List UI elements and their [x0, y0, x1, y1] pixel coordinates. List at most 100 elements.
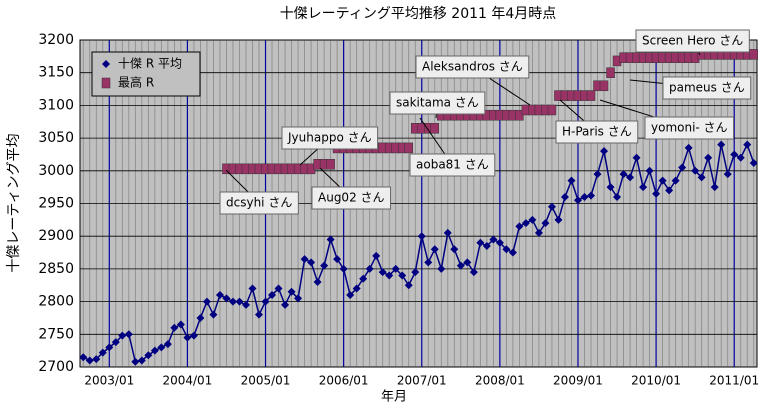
point	[469, 268, 478, 277]
callout-box	[415, 55, 530, 79]
x-tick-label: 2003/01	[84, 374, 134, 388]
point	[137, 356, 146, 365]
point	[398, 271, 407, 280]
point	[281, 300, 290, 309]
point	[365, 264, 374, 273]
callout-label: pameus さん	[669, 81, 745, 95]
series-line	[82, 142, 755, 363]
point	[228, 297, 237, 306]
y-tick-label: 2700	[38, 359, 74, 375]
point	[567, 176, 576, 185]
point	[320, 261, 329, 270]
chart-title: 十傑レーティング平均推移 2011 年4月時点	[280, 6, 557, 22]
point	[85, 356, 94, 365]
legend-label: 最高 R	[118, 75, 154, 90]
point	[736, 153, 745, 162]
x-axis-label: 年月	[381, 390, 407, 405]
point	[456, 261, 465, 270]
point	[476, 238, 485, 247]
point	[417, 232, 426, 241]
x-tick-label: 2006/01	[319, 374, 369, 388]
point	[704, 153, 713, 162]
point	[450, 245, 459, 254]
point	[261, 297, 270, 306]
point	[111, 338, 120, 347]
point	[632, 153, 641, 162]
point	[183, 333, 192, 342]
point	[717, 140, 726, 149]
legend-label: 十傑 R 平均	[118, 57, 182, 71]
point	[619, 170, 628, 179]
point	[600, 147, 609, 156]
point	[176, 320, 185, 329]
y-tick-label: 2750	[38, 326, 74, 342]
y-tick-label: 2800	[38, 294, 74, 310]
point	[560, 192, 569, 201]
point	[463, 258, 472, 267]
point	[102, 60, 110, 68]
x-tick-label: 2011/01	[709, 374, 759, 388]
y-tick-label: 3150	[38, 65, 74, 81]
point	[163, 340, 172, 349]
callout-box	[311, 186, 392, 210]
point	[333, 255, 342, 264]
y-axis-label: 十傑レーティング平均	[6, 133, 22, 272]
point	[287, 287, 296, 296]
callout-box	[635, 29, 750, 53]
point	[430, 123, 440, 134]
point	[131, 357, 140, 366]
point	[665, 186, 674, 195]
point	[593, 170, 602, 179]
x-tick-label: 2009/01	[553, 374, 603, 388]
point	[430, 245, 439, 254]
callout: Jyuhappo さん	[281, 126, 379, 166]
callout-label: Jyuhappo さん	[287, 131, 372, 145]
point	[515, 222, 524, 231]
point	[508, 248, 517, 257]
point	[424, 258, 433, 267]
point	[586, 90, 596, 101]
point	[587, 191, 596, 200]
point	[443, 228, 452, 237]
point	[502, 245, 511, 254]
point	[547, 202, 556, 211]
point	[352, 284, 361, 293]
callout-label: H-Paris さん	[562, 125, 632, 139]
callout: aoba81 さん	[409, 117, 496, 177]
callout-label: yomoni- さん	[651, 121, 728, 135]
point	[313, 277, 322, 286]
point	[482, 242, 491, 251]
x-tick-label: 2010/01	[631, 374, 681, 388]
point	[326, 159, 335, 170]
point	[626, 173, 635, 182]
callout: Aleksandros さん	[415, 55, 531, 106]
point	[255, 310, 264, 319]
point	[124, 330, 133, 339]
callout: sakitama さん	[389, 91, 486, 119]
callout: dcsyhi さん	[219, 169, 299, 215]
point	[541, 219, 550, 228]
point	[599, 80, 609, 92]
callout: pameus さん	[629, 76, 752, 100]
point	[92, 355, 101, 364]
point	[202, 297, 211, 306]
point	[652, 189, 661, 198]
point	[749, 158, 758, 167]
point	[489, 235, 498, 244]
point	[580, 192, 589, 201]
point	[613, 192, 622, 201]
point	[723, 170, 732, 179]
y-tick-label: 3050	[38, 130, 74, 146]
point	[749, 49, 758, 60]
x-tick-label: 2004/01	[162, 374, 212, 388]
point	[150, 346, 159, 355]
point	[196, 313, 205, 322]
point	[248, 284, 257, 293]
point	[495, 238, 504, 247]
point	[743, 140, 752, 149]
callout-box	[219, 191, 299, 215]
y-tick-label: 2950	[38, 196, 74, 212]
callout: yomoni- さん	[599, 99, 735, 140]
